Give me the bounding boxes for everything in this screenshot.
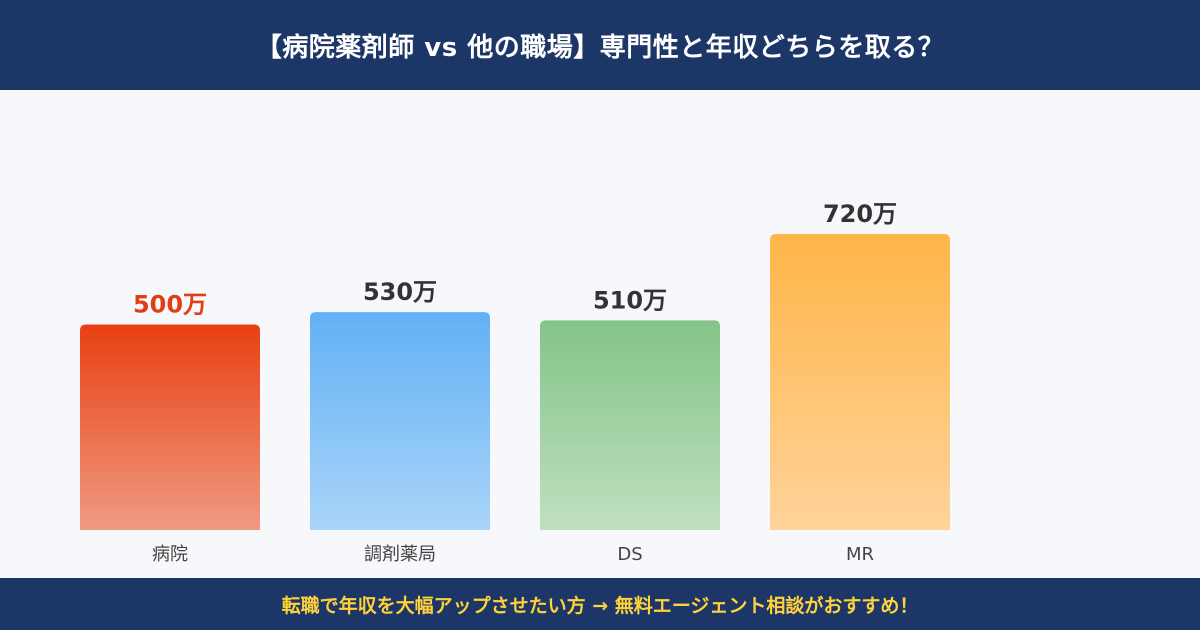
bar-1	[310, 312, 490, 530]
category-label-1: 調剤薬局	[364, 544, 436, 565]
category-label-2: DS	[617, 544, 642, 565]
bar-2	[540, 320, 720, 530]
category-label-0: 病院	[152, 544, 188, 565]
footer-cta-text: 転職で年収を大幅アップさせたい方 → 無料エージェント相談がおすすめ！	[281, 594, 919, 617]
value-label-0: 500万	[133, 290, 207, 318]
header-bar: 【病院薬剤師 vs 他の職場】専門性と年収どちらを取る？	[0, 0, 1200, 90]
value-label-1: 530万	[363, 278, 437, 306]
page-title: 【病院薬剤師 vs 他の職場】専門性と年収どちらを取る？	[255, 32, 945, 63]
bar-chart: 500万病院 530万調剤薬局 510万 DS 720万 MR	[0, 90, 1200, 578]
bar-0	[80, 324, 260, 530]
category-label-3: MR	[846, 544, 874, 565]
footer-bar: 転職で年収を大幅アップさせたい方 → 無料エージェント相談がおすすめ！	[0, 578, 1200, 630]
value-label-2: 510万	[593, 286, 667, 314]
bar-3	[770, 234, 950, 530]
value-label-3: 720万	[823, 200, 897, 228]
